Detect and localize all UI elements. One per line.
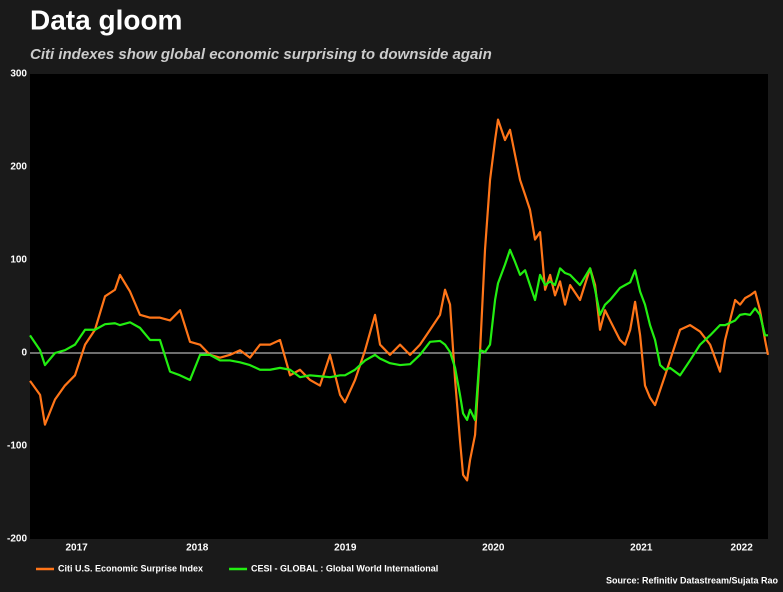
x-tick-label: 2017: [65, 543, 88, 554]
y-tick-label: 300: [10, 69, 27, 80]
x-tick-label: 2020: [482, 543, 505, 554]
y-tick-label: -100: [7, 441, 27, 452]
legend-label: CESI - GLOBAL : Global World Internation…: [251, 563, 438, 573]
plot-area: [30, 74, 768, 539]
source-note: Source: Refinitiv Datastream/Sujata Rao: [606, 575, 779, 585]
y-tick-label: -200: [7, 534, 27, 545]
y-tick-label: 100: [10, 255, 27, 266]
x-tick-label: 2019: [334, 543, 357, 554]
y-tick-label: 200: [10, 162, 27, 173]
x-tick-label: 2021: [630, 543, 653, 554]
y-tick-label: 0: [21, 348, 27, 359]
chart-subtitle: Citi indexes show global economic surpri…: [30, 46, 492, 63]
series-line: [29, 248, 768, 422]
x-tick-label: 2022: [731, 543, 754, 554]
x-tick-label: 2018: [186, 543, 209, 554]
legend-label: Citi U.S. Economic Surprise Index: [58, 563, 203, 573]
series-line: [29, 118, 770, 482]
chart-title: Data gloom: [30, 4, 182, 35]
